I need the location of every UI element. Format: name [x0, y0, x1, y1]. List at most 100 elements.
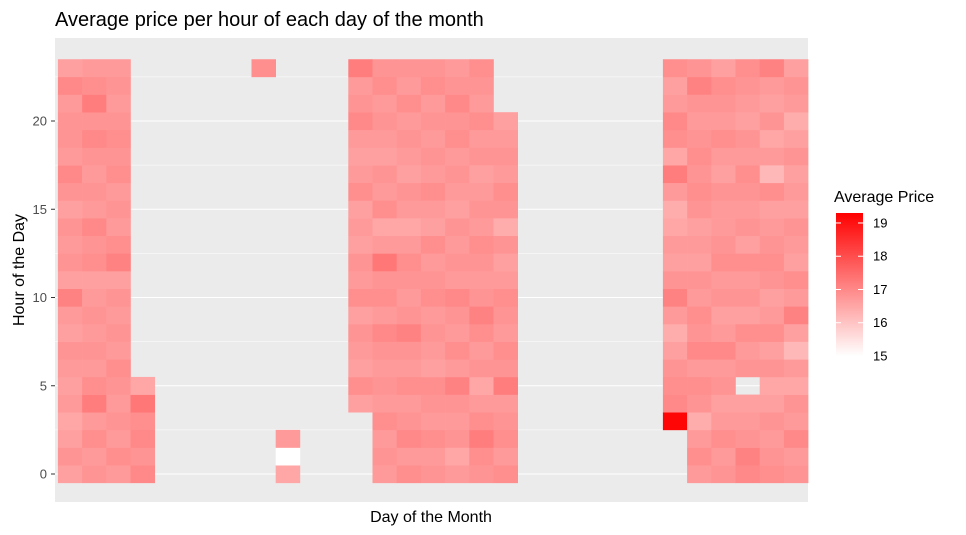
heatmap-tile	[469, 447, 494, 466]
y-tick-label: 10	[33, 290, 47, 305]
heatmap-tile	[469, 412, 494, 431]
heatmap-tile	[662, 218, 688, 237]
heatmap-tile	[783, 147, 809, 166]
heatmap-tile	[759, 465, 785, 484]
heatmap-tile	[57, 412, 83, 431]
heatmap-tile	[57, 200, 83, 219]
heatmap-tile	[735, 94, 760, 113]
y-tick-label: 20	[33, 114, 47, 129]
heatmap-tile	[469, 465, 494, 484]
heatmap-tile	[420, 182, 446, 201]
heatmap-tile	[372, 288, 397, 307]
heatmap-tile	[662, 94, 688, 113]
heatmap-tile	[735, 112, 760, 131]
heatmap-tile	[445, 447, 470, 466]
heatmap-tile	[662, 341, 688, 360]
heatmap-tile	[348, 359, 373, 378]
heatmap-tile	[493, 394, 518, 413]
heatmap-tile	[759, 94, 785, 113]
heatmap-tile	[469, 429, 494, 448]
heatmap-tile	[711, 76, 736, 95]
heatmap-tile	[759, 182, 785, 201]
heatmap-tile	[445, 306, 470, 325]
heatmap-tile	[275, 429, 301, 448]
legend-tick-label: 17	[873, 282, 887, 297]
heatmap-tile	[57, 288, 83, 307]
heatmap-tile	[348, 306, 373, 325]
heatmap-tile	[445, 165, 470, 184]
heatmap-tile	[662, 165, 688, 184]
heatmap-tile	[735, 359, 760, 378]
y-tick-label: 0	[40, 467, 47, 482]
heatmap-tile	[759, 235, 785, 254]
heatmap-tile	[469, 323, 494, 342]
heatmap-tile	[420, 94, 446, 113]
heatmap-tile	[687, 147, 712, 166]
heatmap-tile	[493, 129, 518, 148]
heatmap-tile	[469, 394, 494, 413]
heatmap-tile	[493, 200, 518, 219]
heatmap-tile	[57, 218, 83, 237]
heatmap-tile	[687, 271, 712, 289]
heatmap-tile	[662, 288, 688, 307]
heatmap-tile	[735, 253, 760, 272]
heatmap-tile	[469, 235, 494, 254]
heatmap-tile	[445, 253, 470, 272]
heatmap-tile	[420, 59, 446, 78]
legend-tick-label: 15	[873, 349, 887, 364]
heatmap-tile	[759, 376, 785, 395]
heatmap-tile	[82, 59, 107, 78]
heatmap-tile	[106, 412, 131, 431]
heatmap-tile	[57, 465, 83, 484]
heatmap-tile	[445, 112, 470, 131]
heatmap-tile	[493, 182, 518, 201]
heatmap-tile	[396, 394, 422, 413]
heatmap-tile	[420, 447, 446, 466]
legend-tick-label: 18	[873, 249, 887, 264]
heatmap-tile	[82, 447, 107, 466]
heatmap-tile	[372, 112, 397, 131]
heatmap-tile	[82, 129, 107, 148]
heatmap-tile	[82, 323, 107, 342]
heatmap-tile	[662, 359, 688, 378]
x-axis-title: Day of the Month	[370, 509, 492, 526]
heatmap-tile	[493, 253, 518, 272]
heatmap-tile	[687, 182, 712, 201]
heatmap-tile	[711, 200, 736, 219]
heatmap-tile	[57, 59, 83, 78]
heatmap-tile	[396, 465, 422, 484]
heatmap-tile	[57, 447, 83, 466]
heatmap-tile	[420, 271, 446, 289]
heatmap-tile	[469, 253, 494, 272]
y-axis-title: Hour of the Day	[11, 214, 28, 326]
heatmap-tile	[735, 200, 760, 219]
heatmap-tile	[711, 306, 736, 325]
heatmap-tile	[735, 76, 760, 95]
heatmap-tile	[735, 306, 760, 325]
heatmap-tile	[493, 235, 518, 254]
heatmap-tile	[372, 76, 397, 95]
heatmap-tile	[82, 288, 107, 307]
heatmap-tile	[396, 376, 422, 395]
heatmap-tile	[57, 429, 83, 448]
heatmap-tile	[493, 412, 518, 431]
heatmap-tile	[82, 465, 107, 484]
heatmap-tile	[82, 306, 107, 325]
heatmap-tile	[735, 323, 760, 342]
heatmap-tile	[687, 323, 712, 342]
heatmap-tile	[420, 376, 446, 395]
heatmap-tile	[493, 341, 518, 360]
heatmap-tile	[396, 59, 422, 78]
heatmap-tile	[348, 376, 373, 395]
heatmap-tile	[735, 182, 760, 201]
heatmap-tile	[445, 394, 470, 413]
heatmap-tile	[106, 59, 131, 78]
heatmap-tile	[396, 359, 422, 378]
heatmap-tile	[759, 112, 785, 131]
heatmap-tile	[348, 288, 373, 307]
heatmap-tile	[735, 429, 760, 448]
heatmap-tile	[348, 76, 373, 95]
y-tick-label: 15	[33, 202, 47, 217]
heatmap-tile	[82, 253, 107, 272]
heatmap-tile	[106, 147, 131, 166]
